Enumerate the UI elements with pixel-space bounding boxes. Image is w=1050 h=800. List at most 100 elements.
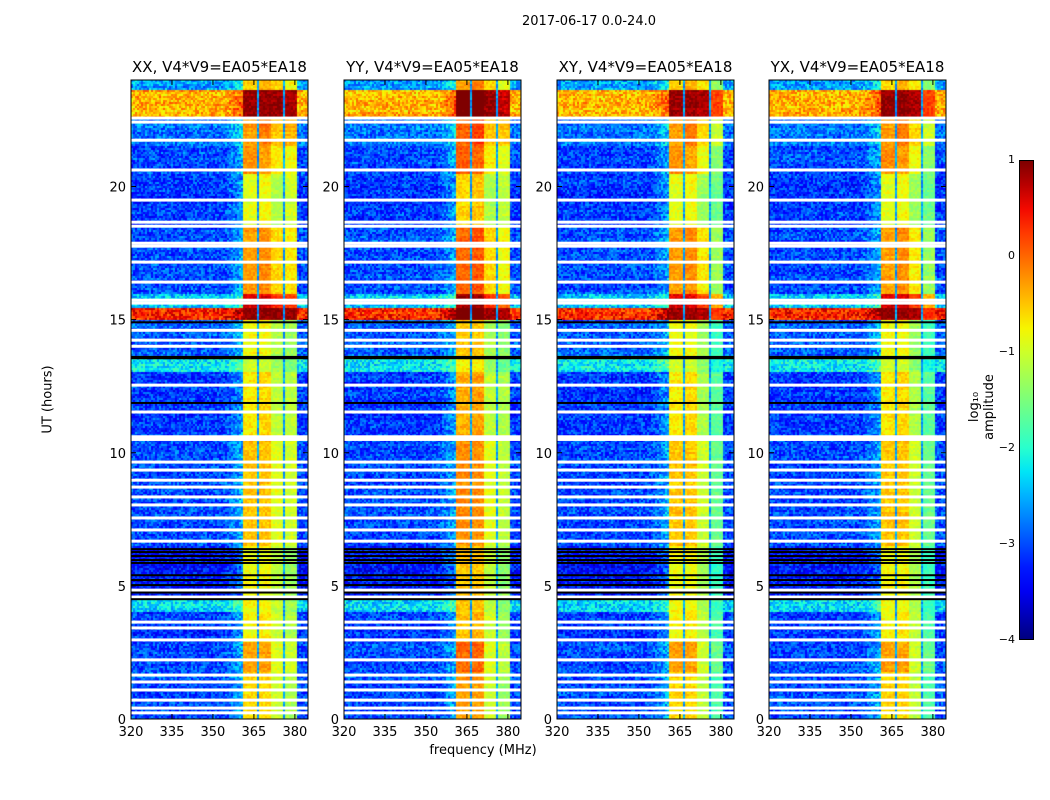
y-tick-label: 10 bbox=[322, 447, 339, 462]
flagged-row bbox=[769, 116, 946, 120]
flagged-row bbox=[769, 468, 946, 472]
flagged-row bbox=[557, 344, 734, 348]
dropout-row bbox=[769, 321, 946, 324]
flagged-row bbox=[131, 658, 308, 662]
flagged-row bbox=[344, 301, 521, 305]
flagged-row bbox=[344, 673, 521, 677]
flagged-row bbox=[769, 673, 946, 677]
dropout-row bbox=[769, 574, 946, 577]
x-tick-label: 335 bbox=[373, 725, 398, 740]
flagged-row bbox=[131, 280, 308, 284]
plot-frame bbox=[556, 79, 735, 720]
flagged-row bbox=[769, 495, 946, 499]
flagged-row bbox=[769, 638, 946, 642]
dropout-row bbox=[344, 591, 521, 594]
flagged-row bbox=[131, 706, 308, 710]
dropout-row bbox=[344, 559, 521, 562]
flagged-row bbox=[131, 298, 308, 302]
flagged-row bbox=[557, 688, 734, 692]
flagged-row bbox=[131, 116, 308, 120]
plot-frame bbox=[343, 79, 522, 720]
x-tick-label: 335 bbox=[160, 725, 185, 740]
flagged-row bbox=[344, 260, 521, 264]
x-tick-label: 380 bbox=[282, 725, 307, 740]
flagged-row bbox=[769, 280, 946, 284]
x-tick-label: 320 bbox=[545, 725, 570, 740]
dropout-row bbox=[557, 551, 734, 554]
flagged-row bbox=[131, 383, 308, 387]
flagged-row bbox=[557, 168, 734, 172]
flagged-row bbox=[557, 244, 734, 248]
flagged-row bbox=[344, 244, 521, 248]
flagged-row bbox=[557, 680, 734, 684]
dropout-row bbox=[344, 561, 521, 564]
flagged-row bbox=[344, 437, 521, 441]
flagged-row bbox=[344, 138, 521, 142]
x-tick-label: 335 bbox=[586, 725, 611, 740]
dropout-row bbox=[131, 561, 308, 564]
flagged-row bbox=[769, 688, 946, 692]
flagged-row bbox=[557, 673, 734, 677]
flagged-row bbox=[131, 328, 308, 332]
flagged-row bbox=[557, 620, 734, 624]
flagged-row bbox=[557, 280, 734, 284]
y-axis-label: UT (hours) bbox=[40, 365, 56, 434]
flagged-row bbox=[344, 328, 521, 332]
flagged-row bbox=[769, 260, 946, 264]
flagged-row bbox=[769, 626, 946, 630]
flagged-row bbox=[557, 658, 734, 662]
panel-yx: YX, V4*V9=EA05*EA18 320 335 350 365 380 0 5 10 1… bbox=[747, 58, 947, 740]
panel-yy: YY, V4*V9=EA05*EA18 320 335 350 365 380 0 5 10 1… bbox=[322, 58, 522, 740]
flagged-row bbox=[769, 539, 946, 543]
colorbar-tick-label: −4 bbox=[998, 633, 1015, 646]
axes: 320 335 350 365 380 0 5 10 15 20 bbox=[322, 79, 522, 740]
flagged-row bbox=[344, 344, 521, 348]
panel-xx: XX, V4*V9=EA05*EA18 320 335 350 365 380 0 5 10 1… bbox=[109, 58, 309, 740]
flagged-row bbox=[557, 241, 734, 245]
flagged-row bbox=[344, 338, 521, 342]
flagged-row bbox=[769, 435, 946, 439]
flagged-row bbox=[344, 410, 521, 414]
flagged-row bbox=[769, 120, 946, 124]
flagged-row bbox=[131, 198, 308, 202]
flagged-row bbox=[344, 688, 521, 692]
flagged-row bbox=[131, 437, 308, 441]
x-tick-label: 320 bbox=[119, 725, 144, 740]
axes: 320 335 350 365 380 0 5 10 15 20 bbox=[747, 79, 947, 740]
flagged-row bbox=[131, 468, 308, 472]
dropout-row bbox=[344, 579, 521, 582]
flagged-row bbox=[344, 280, 521, 284]
dropout-row bbox=[557, 355, 734, 358]
flagged-row bbox=[344, 383, 521, 387]
flagged-row bbox=[557, 435, 734, 439]
dropout-row bbox=[131, 559, 308, 562]
flagged-row bbox=[344, 435, 521, 439]
flagged-row bbox=[557, 437, 734, 441]
flagged-row bbox=[131, 120, 308, 124]
y-tick-label: 15 bbox=[109, 314, 126, 329]
flagged-row bbox=[131, 478, 308, 482]
y-tick-label: 5 bbox=[544, 580, 552, 595]
flagged-row bbox=[557, 116, 734, 120]
x-tick-label: 380 bbox=[708, 725, 733, 740]
colorbar-tick-label: −2 bbox=[998, 441, 1015, 454]
flagged-row bbox=[131, 338, 308, 342]
flagged-row bbox=[131, 688, 308, 692]
flagged-row bbox=[131, 595, 308, 599]
dropout-row bbox=[344, 355, 521, 358]
flagged-row bbox=[769, 680, 946, 684]
x-tick-label: 365 bbox=[455, 725, 480, 740]
dropout-row bbox=[131, 574, 308, 577]
dropout-row bbox=[557, 579, 734, 582]
flagged-row bbox=[557, 638, 734, 642]
flagged-row bbox=[769, 706, 946, 710]
x-tick-label: 320 bbox=[757, 725, 782, 740]
flagged-row bbox=[769, 220, 946, 224]
dropout-row bbox=[131, 555, 308, 558]
flagged-row bbox=[344, 706, 521, 710]
flagged-row bbox=[344, 224, 521, 228]
flagged-row bbox=[344, 495, 521, 499]
axes: 320 335 350 365 380 0 5 10 15 20 bbox=[535, 79, 735, 740]
dropout-row bbox=[131, 579, 308, 582]
